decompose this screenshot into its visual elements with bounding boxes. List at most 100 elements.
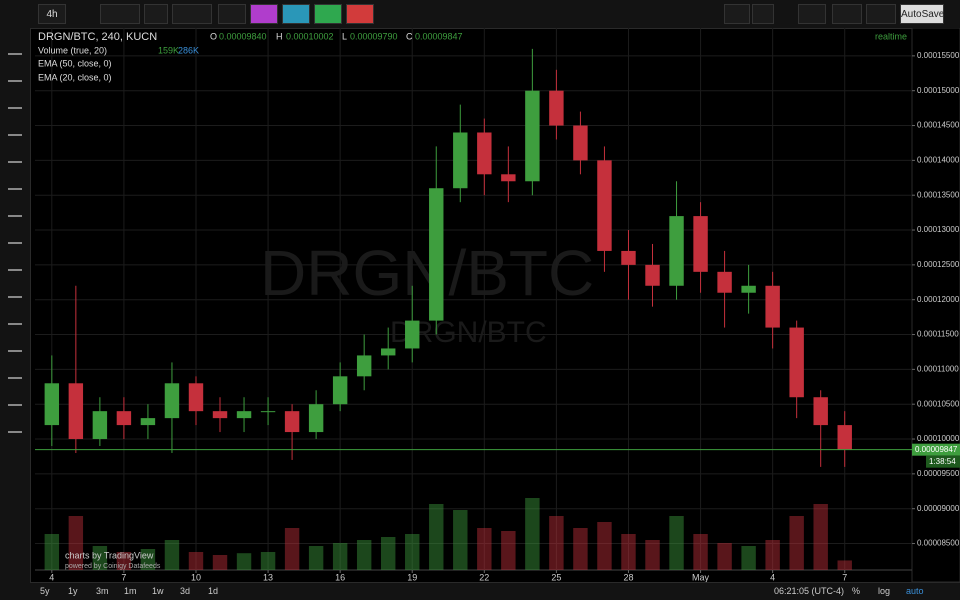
tool[interactable] [8, 178, 22, 190]
volume-bar [164, 540, 180, 570]
log-toggle[interactable]: log [878, 586, 891, 596]
volume-bar [92, 546, 108, 570]
volume-bar [645, 540, 660, 570]
announce-button[interactable] [282, 4, 310, 24]
x-tick-label: 13 [263, 572, 273, 582]
tool[interactable] [8, 151, 22, 163]
candle-body [405, 320, 420, 349]
tool[interactable] [8, 232, 22, 244]
ohlc-value: 0.00010002 [286, 31, 334, 41]
tool[interactable] [8, 340, 22, 352]
buy-button[interactable] [314, 4, 342, 24]
countdown-tag [926, 455, 960, 468]
range-button[interactable]: 1d [208, 586, 219, 596]
y-tick-label: 0.00010500 [917, 399, 960, 408]
volume-bar [260, 552, 276, 570]
candle-body [525, 90, 540, 182]
volume-bar [597, 522, 612, 570]
candle-body [140, 418, 156, 426]
tool[interactable] [8, 205, 22, 217]
candle-body [44, 383, 60, 426]
branding: charts by TradingView [65, 550, 154, 560]
y-tick-label: 0.00009000 [917, 504, 960, 513]
tool[interactable] [8, 124, 22, 136]
candle-body [573, 125, 588, 161]
tool[interactable] [8, 43, 22, 55]
settings-button[interactable] [144, 4, 168, 24]
volume-bar [549, 516, 564, 570]
candle-body [837, 425, 852, 450]
volume-bar [669, 516, 684, 570]
range-button[interactable]: 3m [96, 586, 109, 596]
volume-bar [501, 531, 516, 570]
branding: powered by Coinigy Datafeeds [65, 563, 161, 570]
bottom-bar: 5y 1y 3m 1m 1w 3d 1d 06:21:05 (UTC-4) % log au… [30, 582, 960, 600]
tool[interactable] [8, 70, 22, 82]
ohlc-label: C [406, 31, 413, 41]
study-label: EMA (20, close, 0) [38, 72, 112, 82]
y-tick-label: 0.00011500 [917, 330, 959, 339]
price-axis [911, 28, 960, 583]
x-tick-label: 19 [407, 572, 417, 582]
x-tick-label: 7 [121, 572, 126, 582]
tool[interactable] [8, 313, 22, 325]
purple-button[interactable] [250, 4, 278, 24]
volume-bar [813, 504, 828, 570]
range-button[interactable]: 1y [68, 586, 78, 596]
candle-body [308, 404, 324, 433]
indicators-button[interactable] [172, 4, 212, 24]
range-button[interactable]: 1m [124, 586, 137, 596]
candle-body [621, 250, 636, 265]
tool[interactable] [8, 394, 22, 406]
y-tick-label: 0.00014000 [917, 155, 960, 164]
volume-bar [116, 552, 132, 570]
volume-bar [717, 543, 732, 570]
candle-body [429, 188, 444, 321]
y-tick-label: 0.00010000 [917, 434, 960, 443]
range-button[interactable]: 1w [152, 586, 164, 596]
volume-bar [68, 516, 84, 570]
undo-button[interactable] [752, 4, 774, 24]
y-tick-label: 0.00009500 [917, 469, 960, 478]
ohlc-label: L [342, 31, 347, 41]
chart-style-button[interactable] [100, 4, 140, 24]
volume-bar [380, 537, 396, 570]
candle-body [669, 216, 684, 286]
tool[interactable] [8, 259, 22, 271]
fullscreen-button[interactable] [724, 4, 750, 24]
volume-bar [405, 534, 420, 570]
candle-body [332, 376, 348, 405]
range-button[interactable]: 3d [180, 586, 191, 596]
volume-bar [765, 540, 780, 570]
tool[interactable] [8, 421, 22, 433]
candle-body [92, 411, 108, 440]
tool[interactable] [8, 97, 22, 109]
volume-bar [236, 553, 252, 570]
load-button[interactable] [832, 4, 862, 24]
percent-toggle[interactable]: % [852, 586, 861, 596]
volume-bar [140, 549, 156, 570]
volume-bar [525, 498, 540, 570]
compare-button[interactable] [218, 4, 246, 24]
candle-body [380, 348, 396, 356]
x-tick-label: 7 [842, 572, 847, 582]
tool[interactable] [8, 286, 22, 298]
auto-toggle[interactable]: auto [906, 586, 924, 596]
candle-body [813, 397, 828, 426]
interval-button[interactable]: 4h [38, 4, 66, 24]
autosave-button[interactable]: AutoSave [900, 4, 944, 24]
symbol: DRGN/BTC, 240, KUCN [38, 31, 157, 43]
x-tick-label: 28 [623, 572, 633, 582]
study-label: Volume (true, 20) [38, 45, 107, 55]
tool[interactable] [8, 367, 22, 379]
study-value: 159K [158, 45, 179, 55]
snapshot-button[interactable] [798, 4, 826, 24]
candle-body [789, 327, 804, 398]
range-button[interactable]: 5y [40, 586, 50, 596]
candle-body [116, 411, 132, 426]
x-tick-label: 25 [551, 572, 561, 582]
save-button[interactable] [866, 4, 896, 24]
ohlc-label: O [210, 31, 217, 41]
sell-button[interactable] [346, 4, 374, 24]
